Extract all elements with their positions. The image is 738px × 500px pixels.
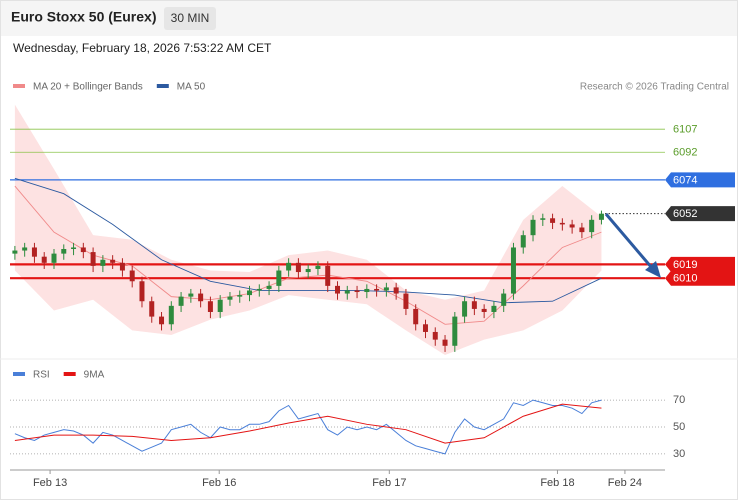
candle-body	[217, 299, 223, 312]
candle-body	[110, 259, 116, 263]
candle-body	[432, 331, 438, 340]
candle-body	[31, 247, 37, 257]
candle-body	[403, 293, 409, 309]
candle-body	[559, 222, 565, 225]
candle-body	[344, 290, 350, 294]
candle-body	[159, 316, 165, 325]
candle-body	[90, 252, 96, 266]
legend-label: MA 20 + Bollinger Bands	[33, 82, 143, 93]
candle-body	[178, 296, 184, 306]
legend-swatch	[13, 84, 25, 88]
header-bar	[0, 0, 738, 36]
level-tag	[665, 172, 735, 188]
level-tag	[665, 270, 735, 286]
timeframe[interactable]: 30 MIN	[171, 11, 210, 25]
timeframe-badge[interactable]	[164, 7, 216, 30]
candle-body	[383, 287, 389, 291]
credit: Research © 2026 Trading Central	[580, 82, 729, 93]
candle-body	[354, 290, 360, 293]
candle-body	[22, 247, 28, 251]
candle-body	[198, 293, 204, 302]
candle-body	[335, 285, 340, 294]
candle-body	[266, 285, 272, 289]
level-label: 6019	[673, 259, 697, 271]
candle-body	[188, 293, 194, 297]
x-tick-label: Feb 13	[33, 477, 67, 489]
rsi-line	[14, 399, 602, 455]
bollinger-band	[14, 104, 602, 356]
candle-body	[276, 270, 282, 286]
y-tick-label: 30	[673, 448, 685, 460]
candle-body	[540, 218, 546, 220]
candle-body	[589, 219, 595, 233]
timestamp: Wednesday, February 18, 2026 7:53:22 AM …	[13, 41, 272, 55]
candle-body	[481, 308, 487, 312]
candle-body	[579, 227, 585, 233]
rsi-line	[14, 403, 602, 444]
candle-body	[51, 253, 57, 263]
candle-body	[305, 268, 311, 273]
x-tick-label: Feb 18	[540, 477, 574, 489]
candle-body	[442, 339, 448, 346]
x-tick-label: Feb 17	[372, 477, 406, 489]
candle-body	[550, 218, 556, 223]
projection-arrow	[604, 213, 661, 278]
candle-body	[520, 235, 526, 248]
candle-body	[247, 290, 253, 296]
candle-body	[237, 295, 243, 297]
candle-body	[286, 262, 292, 271]
candle-body	[491, 305, 497, 312]
legend-swatch	[156, 84, 169, 88]
x-tick-label: Feb 24	[608, 477, 642, 489]
candle-body	[471, 301, 477, 309]
y-tick-label: 70	[673, 394, 685, 406]
legend-swatch	[63, 372, 76, 376]
level-label: 6010	[673, 273, 697, 285]
candle-body	[422, 324, 428, 332]
candle-body	[61, 249, 67, 254]
candle-body	[149, 301, 155, 317]
candle-body	[501, 293, 507, 306]
candle-body	[530, 219, 536, 236]
candle-body	[71, 247, 77, 250]
title: Euro Stoxx 50 (Eurex)	[11, 9, 157, 25]
candle-body	[598, 213, 604, 220]
level-tag	[665, 256, 735, 272]
candle-body	[393, 287, 399, 294]
candle-body	[80, 247, 86, 253]
level-tag	[665, 206, 735, 222]
legend-label: RSI	[33, 370, 50, 381]
candle-body	[256, 288, 262, 291]
level-label: 6052	[673, 208, 697, 220]
level-label: 6074	[673, 174, 697, 186]
candle-body	[168, 305, 174, 325]
candle-body	[569, 224, 575, 228]
candle-body	[129, 270, 135, 282]
candle-body	[510, 247, 516, 294]
candle-body	[374, 288, 380, 291]
y-tick-label: 50	[673, 421, 685, 433]
candle-body	[12, 250, 18, 254]
legend-label: MA 50	[177, 82, 206, 93]
candle-body	[227, 296, 233, 300]
candle-body	[462, 301, 468, 317]
legend-label: 9MA	[84, 370, 105, 381]
candle-body	[119, 262, 125, 271]
candle-body	[207, 301, 213, 312]
candle-body	[452, 316, 458, 346]
legend-swatch	[13, 372, 25, 376]
candle-body	[41, 256, 47, 263]
candle-body	[364, 288, 370, 293]
candle-body	[413, 308, 419, 325]
candle-body	[100, 259, 106, 266]
candle-body	[325, 265, 331, 286]
level-label: 6107	[673, 124, 697, 136]
x-tick-label: Feb 16	[202, 477, 236, 489]
candle-body	[295, 262, 301, 273]
candle-body	[315, 265, 321, 269]
level-label: 6092	[673, 147, 697, 159]
candle-body	[139, 281, 145, 302]
